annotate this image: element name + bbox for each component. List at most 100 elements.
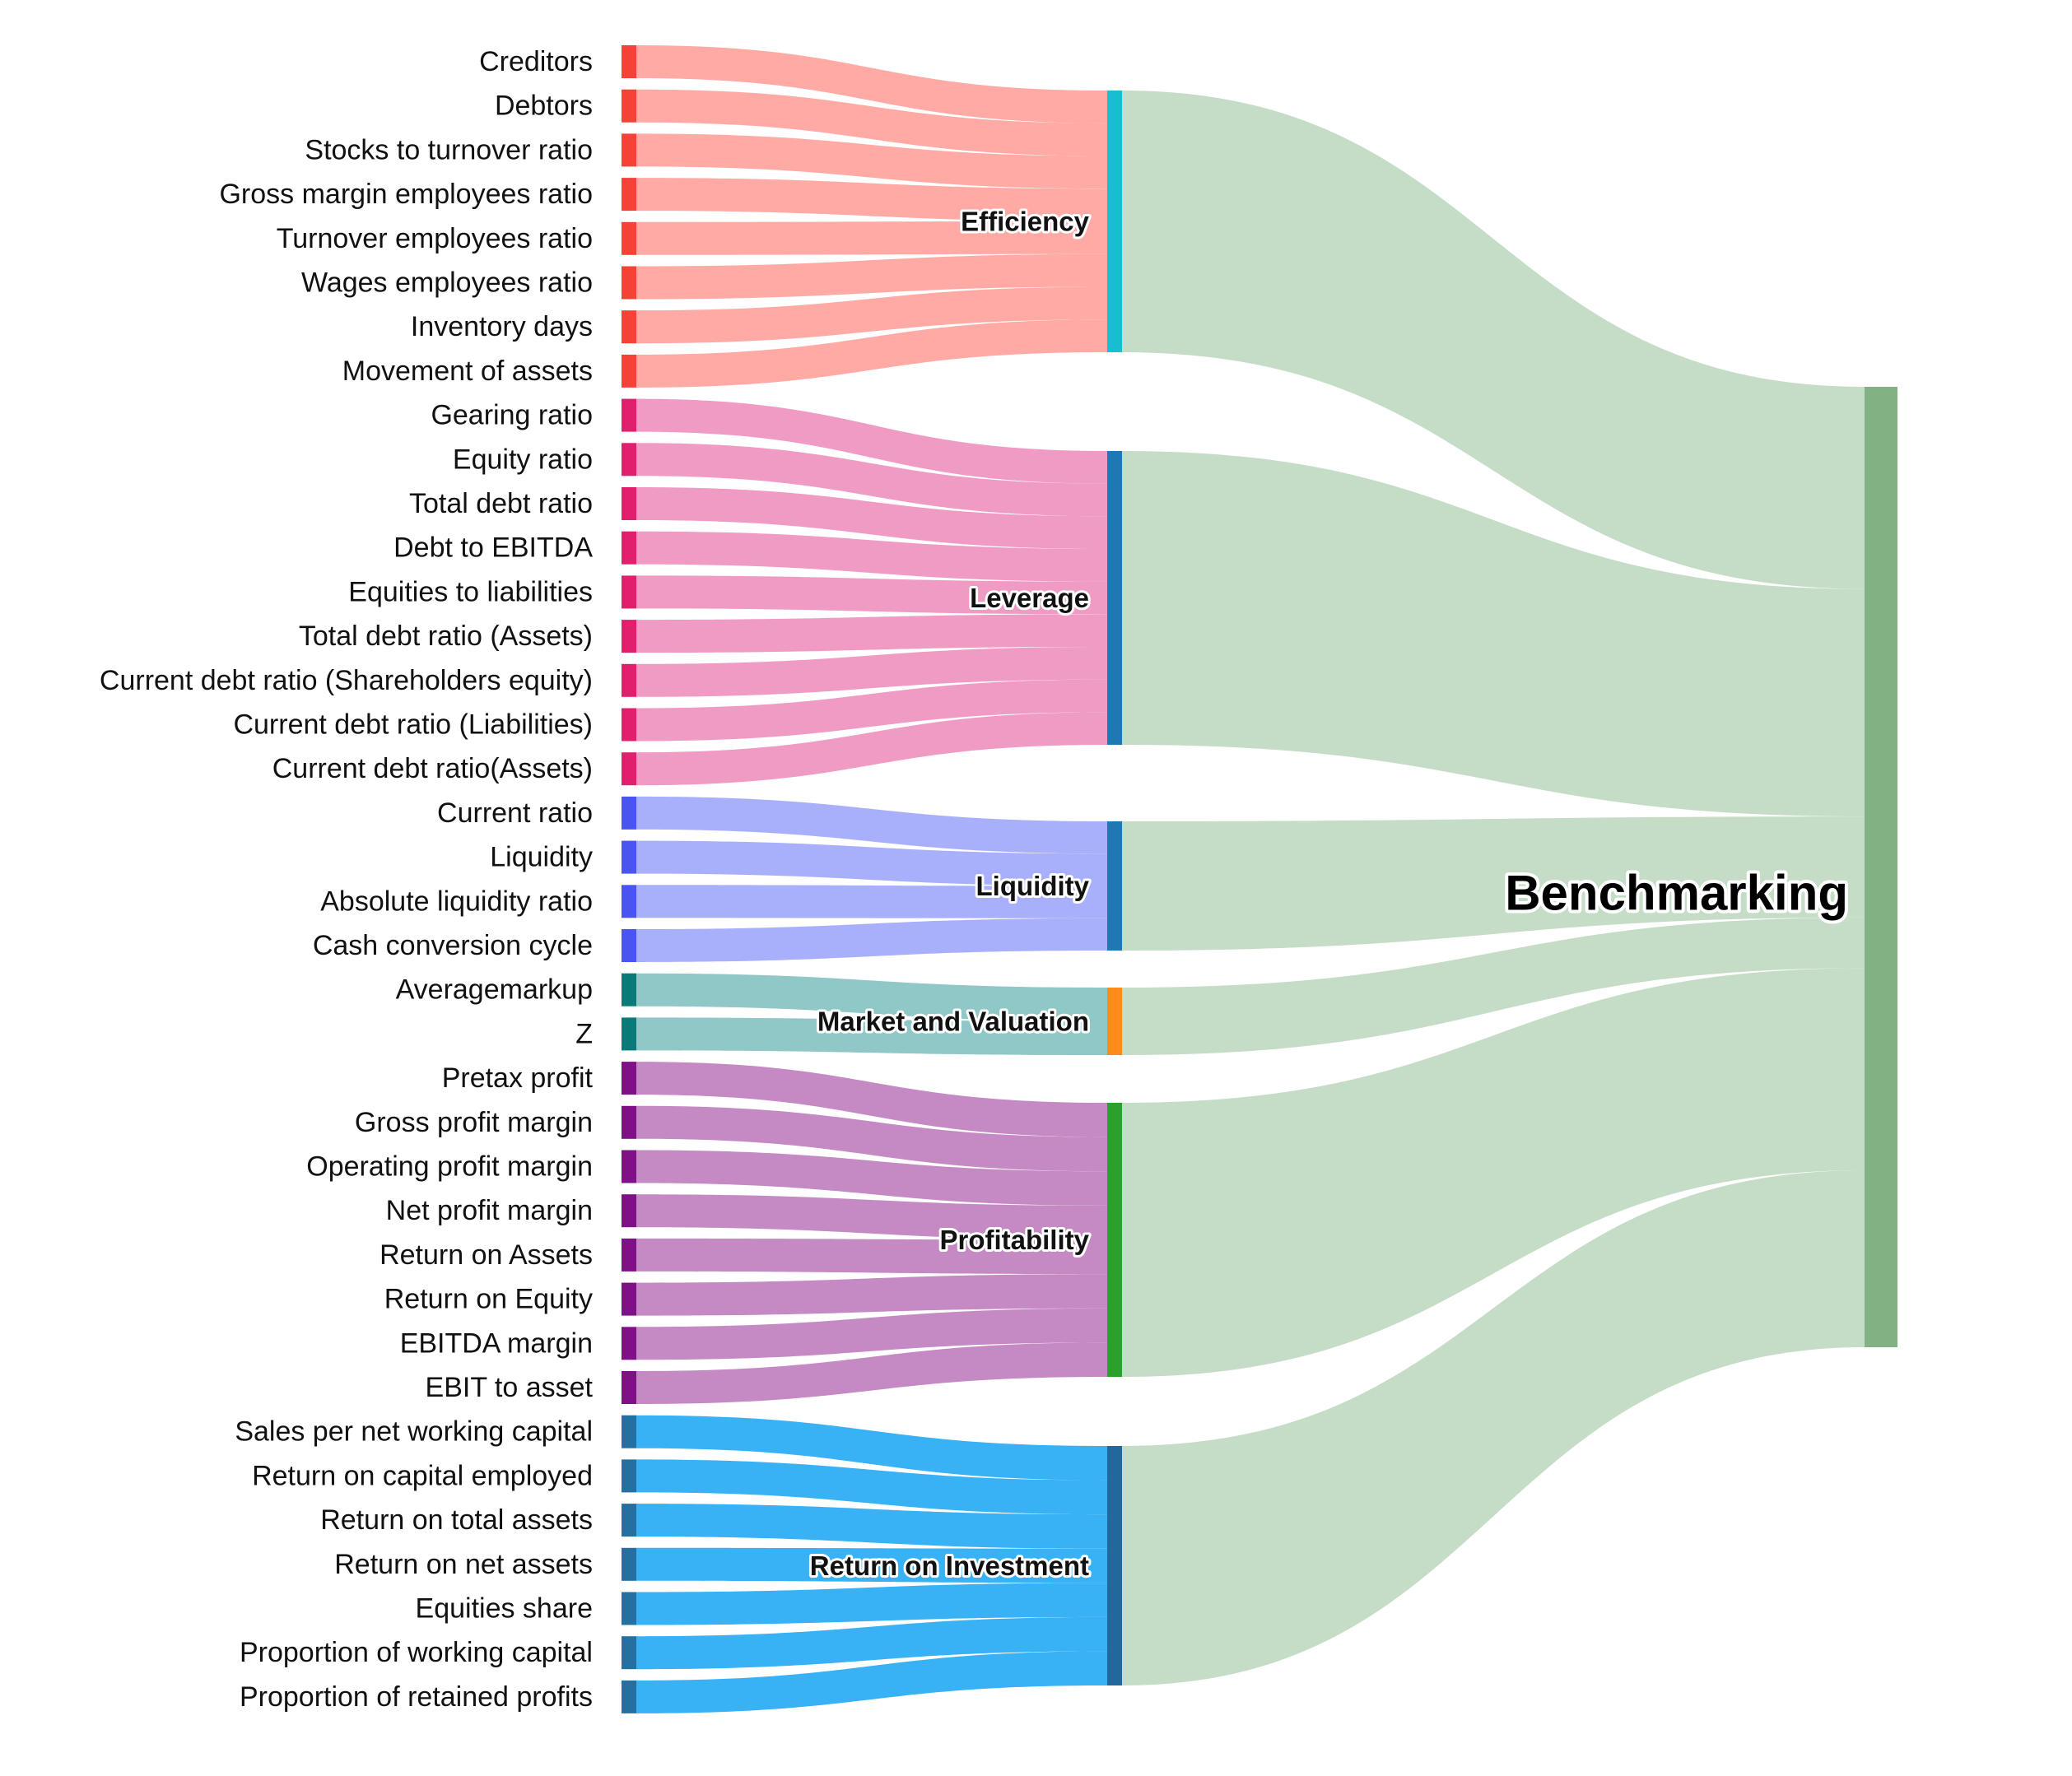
indicator-link	[636, 1342, 1107, 1404]
category-node-market-and-valuation	[1107, 988, 1122, 1055]
indicator-link	[636, 1415, 1107, 1481]
indicator-label: Wages employees ratio	[301, 267, 593, 299]
indicator-node	[622, 1459, 636, 1493]
category-label-leverage: Leverage	[970, 583, 1089, 613]
indicator-link	[636, 398, 1107, 484]
indicator-node	[622, 1017, 636, 1051]
indicator-label: Net profit margin	[386, 1195, 593, 1226]
indicator-label: Return on Assets	[379, 1239, 593, 1271]
indicator-link	[636, 1616, 1107, 1670]
category-node-leverage	[1107, 451, 1122, 745]
indicator-node	[622, 1327, 636, 1360]
indicator-node	[622, 885, 636, 918]
indicator-node	[622, 1415, 636, 1448]
indicator-node	[622, 1504, 636, 1537]
indicator-link	[636, 1017, 1107, 1055]
indicator-node	[622, 89, 636, 123]
indicator-label: Gross margin employees ratio	[219, 179, 593, 210]
indicator-link	[636, 885, 1107, 918]
root-link-return-on-investment	[1122, 1170, 1865, 1685]
indicator-label: Proportion of retained profits	[240, 1681, 593, 1713]
indicator-label: EBIT to asset	[426, 1372, 594, 1403]
indicator-label: Sales per net working capital	[235, 1416, 593, 1448]
indicator-label: Current debt ratio(Assets)	[272, 753, 593, 784]
nodes	[622, 45, 1897, 1713]
indicator-node	[622, 1282, 636, 1316]
indicator-node	[622, 487, 636, 520]
indicator-label: Debt to EBITDA	[393, 532, 593, 564]
indicator-node	[622, 708, 636, 742]
indicator-link	[636, 178, 1107, 221]
indicator-link	[636, 1194, 1107, 1240]
indicator-link	[636, 1062, 1107, 1137]
root-link-liquidity	[1122, 816, 1865, 951]
category-label-efficiency: Efficiency	[961, 207, 1090, 237]
indicator-label: Debtors	[495, 91, 593, 122]
indicator-link	[636, 647, 1107, 697]
category-label-profitability: Profitability	[939, 1225, 1089, 1255]
indicator-label: Total debt ratio (Assets)	[299, 621, 593, 652]
indicator-label: Return on Equity	[384, 1284, 593, 1315]
indicator-node	[622, 178, 636, 212]
indicator-node	[622, 663, 636, 697]
indicator-node	[622, 1105, 636, 1139]
indicator-link	[636, 443, 1107, 517]
root-link-profitability	[1122, 968, 1865, 1377]
indicator-label: Operating profit margin	[306, 1151, 593, 1183]
indicator-label: Creditors	[479, 46, 593, 77]
indicator-node	[622, 1238, 636, 1272]
indicator-link	[636, 1504, 1107, 1549]
indicator-node	[622, 354, 636, 388]
indicator-link	[636, 1105, 1107, 1172]
indicator-link	[636, 1583, 1107, 1625]
indicator-label: Proportion of working capital	[240, 1637, 593, 1668]
indicator-link	[636, 575, 1107, 615]
category-to-root-links	[1122, 91, 1865, 1685]
indicator-label: Pretax profit	[442, 1062, 594, 1094]
indicator-label: Liquidity	[490, 842, 593, 873]
indicator-link	[636, 133, 1107, 189]
indicator-link	[636, 1651, 1107, 1713]
indicator-label: EBITDA margin	[400, 1327, 593, 1359]
indicator-link	[636, 531, 1107, 582]
indicator-node	[622, 443, 636, 477]
indicator-link	[636, 973, 1107, 1021]
indicator-to-category-links	[636, 45, 1107, 1713]
category-node-efficiency	[1107, 91, 1122, 352]
indicator-node	[622, 45, 636, 78]
root-link-leverage	[1122, 451, 1865, 817]
indicator-link	[636, 286, 1107, 344]
indicator-link	[636, 253, 1107, 300]
indicator-node	[622, 840, 636, 874]
indicator-node	[622, 398, 636, 432]
indicator-node	[622, 1547, 636, 1581]
indicator-link	[636, 1150, 1107, 1206]
indicator-node	[622, 1150, 636, 1183]
indicator-label: Movement of assets	[342, 356, 593, 387]
indicator-link	[636, 918, 1107, 962]
category-node-return-on-investment	[1107, 1446, 1122, 1685]
indicator-link	[636, 45, 1107, 123]
indicator-label: Equities share	[416, 1593, 593, 1625]
indicator-label: Cash conversion cycle	[313, 930, 593, 961]
category-label-return-on-investment: Return on Investment	[810, 1551, 1089, 1581]
indicator-label: Return on total assets	[320, 1504, 593, 1536]
indicator-link	[636, 840, 1107, 886]
indicator-node	[622, 752, 636, 786]
indicator-node	[622, 796, 636, 830]
indicator-node	[622, 1636, 636, 1670]
category-label-liquidity: Liquidity	[976, 871, 1090, 901]
indicator-label: Averagemarkup	[396, 974, 593, 1006]
root-link-efficiency	[1122, 91, 1865, 589]
indicator-link	[636, 1274, 1107, 1316]
indicator-node	[622, 531, 636, 565]
indicator-link	[636, 221, 1107, 255]
indicator-node	[622, 973, 636, 1007]
indicator-node	[622, 1592, 636, 1625]
category-node-liquidity	[1107, 821, 1122, 951]
indicator-link	[636, 796, 1107, 854]
indicator-link	[636, 1547, 1107, 1583]
indicator-node	[622, 310, 636, 344]
indicator-label: Stocks to turnover ratio	[305, 134, 593, 165]
